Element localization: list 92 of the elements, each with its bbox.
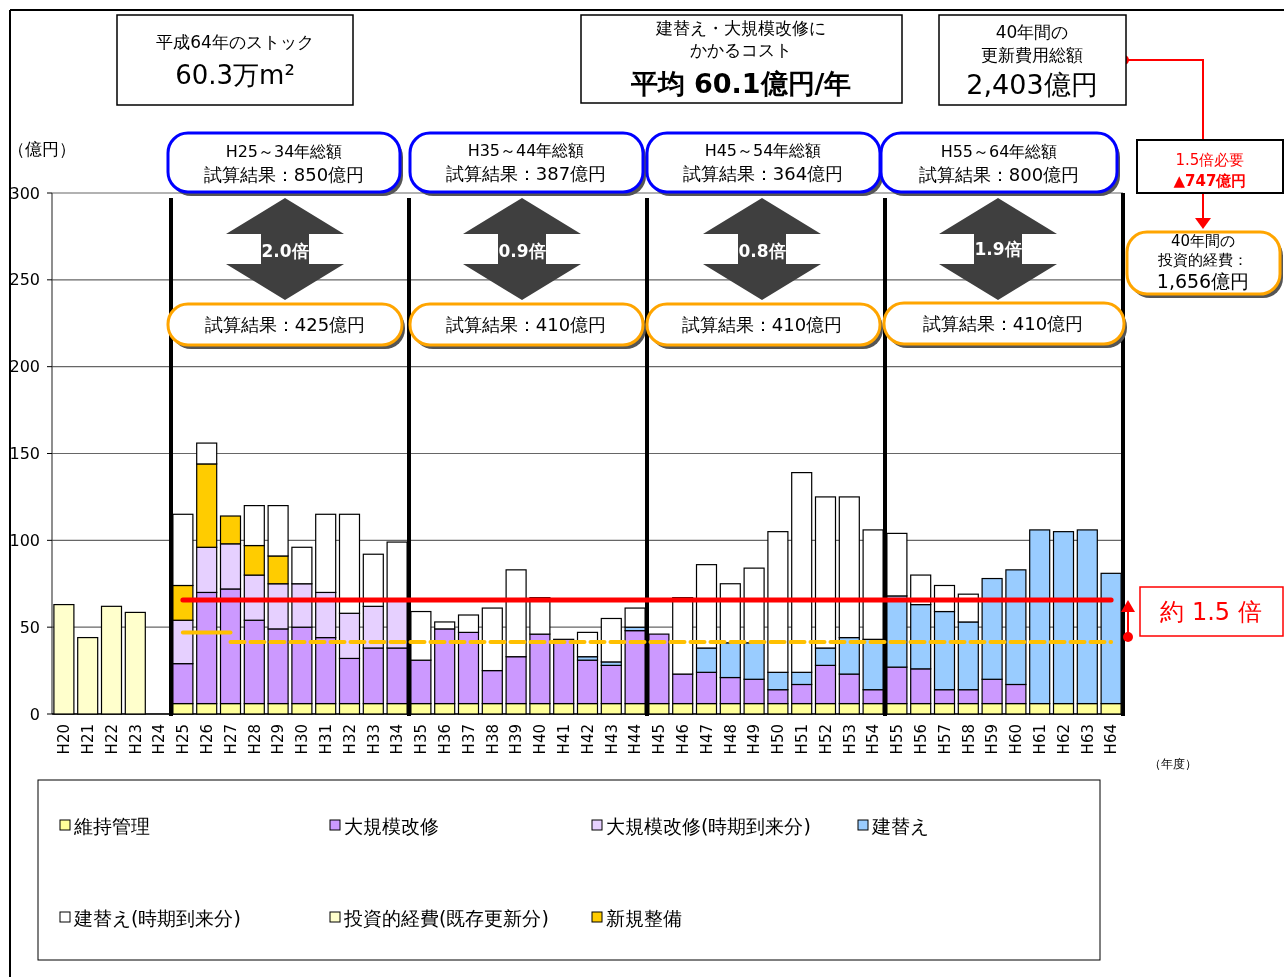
y-tick-label: 0 (29, 704, 40, 724)
x-tick-label: H26 (197, 724, 216, 755)
x-tick-label: H27 (221, 724, 240, 755)
text: 投資的経費： (1157, 251, 1248, 269)
text: H25～34年総額 (225, 142, 343, 161)
text: 40年間の (1170, 232, 1236, 250)
text: 40年間の (995, 22, 1069, 42)
text: かかるコスト (690, 40, 792, 60)
legend-label: 新規整備 (606, 906, 682, 929)
x-tick-label: H52 (816, 724, 835, 755)
x-tick-label: H42 (578, 724, 597, 755)
annotation: 1.9倍 (974, 239, 1022, 259)
legend-label: 投資的経費(既存更新分) (343, 906, 549, 929)
annotation: 2.0倍 (261, 241, 309, 261)
x-tick-label: H55 (888, 724, 907, 755)
x-tick-label: H45 (650, 724, 669, 755)
y-tick-label: 100 (9, 530, 40, 550)
text: 試算結果：850億円 (203, 164, 365, 185)
annotation: 試算結果：410億円 (445, 314, 607, 335)
x-tick-label: H48 (721, 724, 740, 755)
annotation: 0.8倍 (738, 241, 786, 261)
text: 約 1.5 倍 (1160, 598, 1262, 626)
x-tick-label: H40 (531, 724, 550, 755)
x-tick-label: H22 (102, 724, 121, 755)
x-tick-label: H37 (459, 724, 478, 755)
x-tick-label: H50 (769, 724, 788, 755)
text: 1,656億円 (1156, 270, 1250, 292)
x-tick-label: H20 (55, 724, 74, 755)
x-tick-label: H51 (792, 724, 811, 755)
x-tick-label: H34 (388, 724, 407, 755)
y-tick-label: 50 (19, 617, 40, 637)
annotation: 試算結果：410億円 (922, 313, 1084, 334)
legend-label: 維持管理 (73, 814, 150, 837)
text: 1.5倍必要 (1175, 151, 1245, 169)
x-tick-label: H56 (911, 724, 930, 755)
x-tick-label: H33 (364, 724, 383, 755)
y-tick-label: 200 (9, 357, 40, 377)
x-tick-label: H61 (1030, 724, 1049, 755)
x-axis-title: （年度） (1149, 757, 1197, 771)
y-tick-label: 250 (9, 270, 40, 290)
x-tick-label: H54 (864, 724, 883, 755)
legend-label: 大規模改修(時期到来分) (606, 814, 811, 837)
x-tick-label: H53 (840, 724, 859, 755)
x-tick-label: H63 (1078, 724, 1097, 755)
text: H45～54年総額 (704, 141, 822, 160)
legend-label: 大規模改修 (344, 814, 439, 837)
text: 平均 60.1億円/年 (629, 68, 852, 99)
x-tick-label: H25 (174, 724, 193, 755)
text: 試算結果：800億円 (918, 164, 1080, 185)
x-tick-label: H49 (745, 724, 764, 755)
x-tick-label: H62 (1054, 724, 1073, 755)
x-tick-label: H44 (626, 724, 645, 755)
text: ▲747億円 (1173, 172, 1247, 190)
x-tick-label: H29 (269, 724, 288, 755)
x-tick-label: H58 (959, 724, 978, 755)
y-tick-label: 300 (9, 183, 40, 203)
x-tick-label: H43 (602, 724, 621, 755)
x-tick-label: H24 (150, 724, 169, 755)
x-tick-label: H32 (340, 724, 359, 755)
x-tick-label: H38 (483, 724, 502, 755)
y-tick-label: 150 (9, 444, 40, 464)
annotation: 試算結果：425億円 (204, 314, 366, 335)
text: H35～44年総額 (467, 141, 585, 160)
x-tick-label: H41 (554, 724, 573, 755)
x-tick-label: H39 (507, 724, 526, 755)
legend-label: 建替え (871, 814, 929, 837)
text: 試算結果：387億円 (445, 163, 607, 184)
text: 建替え・大規模改修に (655, 18, 826, 38)
text: 2,403億円 (966, 69, 1098, 100)
text: 試算結果：364億円 (682, 163, 844, 184)
legend-label: 建替え(時期到来分) (73, 906, 241, 929)
x-tick-label: H31 (316, 724, 335, 755)
y-axis-title: （億円） (8, 139, 76, 159)
x-tick-label: H36 (435, 724, 454, 755)
x-tick-label: H35 (412, 724, 431, 755)
annotation: 試算結果：410億円 (681, 314, 843, 335)
x-tick-label: H47 (697, 724, 716, 755)
bar (600, 617, 622, 663)
x-tick-label: H59 (983, 724, 1002, 755)
x-tick-label: H46 (673, 724, 692, 755)
x-tick-label: H21 (78, 724, 97, 755)
x-tick-label: H30 (293, 724, 312, 755)
annotation: 0.9倍 (498, 241, 546, 261)
x-tick-label: H64 (1102, 724, 1121, 755)
text: 平成64年のストック (156, 32, 314, 52)
x-tick-label: H57 (935, 724, 954, 755)
text: H55～64年総額 (940, 142, 1058, 161)
x-tick-label: H23 (126, 724, 145, 755)
text: 更新費用総額 (981, 45, 1083, 65)
text: 60.3万m² (175, 60, 295, 90)
x-tick-label: H60 (1007, 724, 1026, 755)
x-tick-label: H28 (245, 724, 264, 755)
